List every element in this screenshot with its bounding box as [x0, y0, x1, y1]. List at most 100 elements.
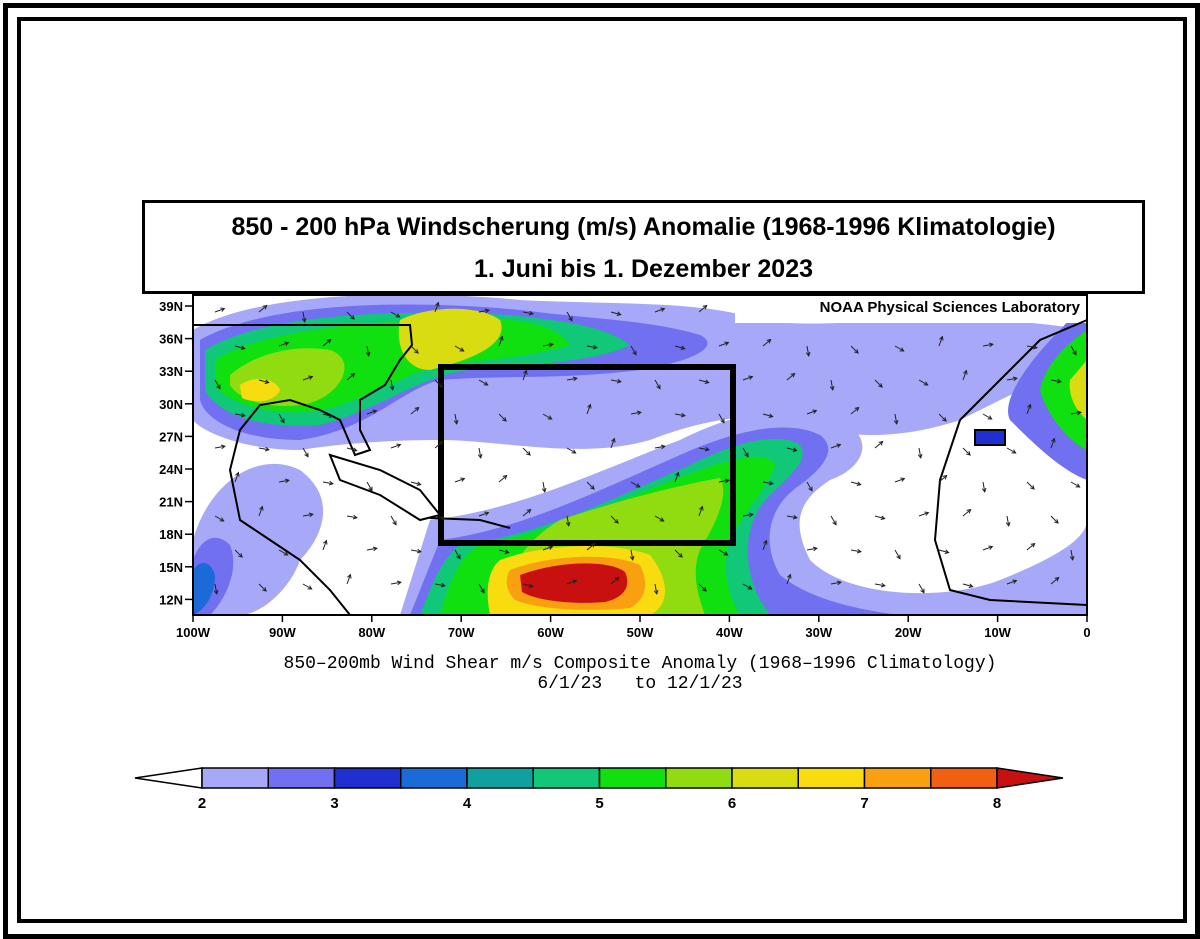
wind-vector-head [262, 587, 267, 592]
wind-vector-head [307, 585, 313, 590]
wind-vector [762, 339, 771, 347]
wind-vector-head [702, 304, 708, 310]
lat-label: 24N [159, 462, 183, 477]
wind-vector [1026, 481, 1035, 490]
wind-vector [234, 472, 239, 483]
wind-vector [258, 506, 263, 517]
wind-vector-head [744, 452, 749, 458]
colorbar-tick-label: 6 [728, 795, 736, 812]
wind-vector-head [1072, 350, 1077, 356]
wind-vector [630, 481, 640, 488]
wind-vector [786, 574, 791, 585]
wind-vector-head [440, 582, 446, 588]
wind-vector [962, 447, 971, 456]
wind-vector-head [477, 453, 483, 459]
map-caption-line1: 850–200mb Wind Shear m/s Composite Anoma… [284, 654, 997, 674]
title-line2: 1. Juni bis 1. Dezember 2023 [473, 255, 814, 283]
wind-vector [390, 444, 401, 449]
lon-label: 90W [269, 625, 296, 640]
wind-vector [894, 549, 901, 559]
lat-label: 12N [159, 592, 183, 607]
colorbar-segment [797, 767, 866, 789]
wind-vector-head [988, 342, 994, 348]
wind-vector-head [923, 381, 929, 386]
wind-vector [850, 345, 859, 354]
colorbar-segment [930, 767, 998, 789]
wind-vector-head [259, 505, 264, 511]
wind-vector [962, 583, 973, 588]
title-box: 850 - 200 hPa Windscherung (m/s) Anomali… [142, 200, 1145, 294]
wind-vector-head [1027, 403, 1032, 409]
wind-vector [918, 447, 922, 458]
wind-vector-head [1069, 555, 1075, 561]
wind-vector [566, 447, 576, 454]
wind-vector [1006, 580, 1017, 585]
wind-vector-head [480, 588, 485, 594]
wind-vector-head [568, 316, 573, 322]
wind-vector-head [616, 311, 622, 317]
wind-vector-head [1051, 437, 1056, 443]
wind-vector-head [854, 349, 859, 354]
wind-vector-head [389, 385, 395, 391]
wind-vector-head [720, 418, 725, 424]
wind-vector-head [893, 419, 899, 425]
wind-vector [654, 379, 661, 389]
wind-vector-head [528, 310, 534, 316]
wind-vector [610, 311, 621, 316]
wind-vector [302, 583, 312, 590]
wind-vector-head [440, 515, 446, 521]
wind-vectors [213, 301, 1082, 595]
wind-vector [214, 308, 225, 313]
wind-vector [718, 479, 729, 483]
wind-vector [522, 583, 533, 588]
wind-vector [542, 481, 546, 492]
wind-vector-head [396, 580, 402, 586]
wind-vector [982, 343, 993, 347]
wind-vector [830, 515, 837, 525]
wind-vector-head [629, 555, 635, 561]
wind-vector [498, 336, 503, 347]
wind-vector-head [724, 341, 730, 346]
wind-vector-head [1054, 576, 1060, 582]
lat-label: 36N [159, 332, 183, 347]
wind-vector-head [680, 345, 686, 351]
wind-vector-head [944, 549, 950, 555]
outer-frame [3, 3, 1200, 939]
wind-vector [214, 515, 224, 522]
wind-vector-head [656, 384, 661, 390]
wind-vector [674, 549, 683, 558]
wind-vector [410, 549, 421, 553]
wind-vector-head [854, 406, 860, 412]
wind-vector [366, 547, 377, 551]
wind-vector [478, 447, 482, 458]
wind-vector [258, 305, 267, 313]
lat-label: 15N [159, 560, 183, 575]
wind-vector [302, 376, 313, 381]
wind-vector-head [1076, 410, 1082, 416]
wind-vector [806, 481, 813, 491]
lat-label: 21N [159, 495, 183, 510]
wind-vector [982, 481, 986, 492]
wind-vector-head [565, 521, 571, 527]
wind-vector-head [704, 379, 710, 385]
colorbar-tick-label: 3 [330, 795, 338, 812]
wind-vector-head [1030, 485, 1035, 490]
wind-vector [346, 373, 355, 381]
wind-vector [962, 370, 967, 381]
wind-vector [410, 345, 419, 354]
wind-vector-head [392, 520, 397, 526]
wind-vector-head [748, 512, 754, 518]
wind-vector-head [653, 589, 659, 595]
wind-vector-head [768, 413, 774, 419]
wind-vector [214, 445, 225, 449]
wind-vector [630, 411, 641, 415]
wind-vector-head [590, 485, 595, 490]
wind-vector [566, 580, 577, 585]
wind-vector [610, 577, 619, 585]
wind-vector-head [365, 351, 371, 357]
wind-vector [478, 379, 488, 386]
wind-vector-head [453, 419, 459, 425]
wind-vector-head [724, 478, 730, 484]
wind-vector [1070, 481, 1080, 488]
wind-vector [1050, 438, 1055, 449]
